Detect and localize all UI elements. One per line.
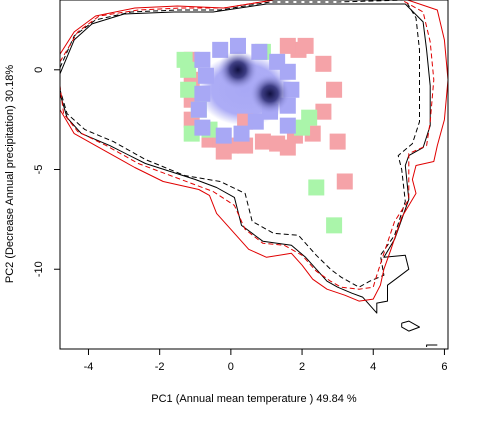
density-cores xyxy=(217,49,291,114)
x-tick-label: 4 xyxy=(370,361,376,373)
blue-cell xyxy=(279,117,296,134)
pink-cell xyxy=(315,103,332,120)
blue-cell xyxy=(251,43,268,60)
pink-cell xyxy=(326,81,343,98)
y-axis-title: PC2 (Decrease Annual precipitation) 30.1… xyxy=(4,65,16,284)
envelope-lines xyxy=(60,0,448,347)
blue-cell xyxy=(197,67,214,84)
blue-cell xyxy=(233,125,250,142)
x-axis-title: PC1 (Annual mean temperature ) 49.84 % xyxy=(151,393,357,405)
blue-cell xyxy=(215,127,232,144)
y-tick-label: 0 xyxy=(33,67,45,73)
blue-cell xyxy=(194,85,211,102)
envelope-line-red-solid xyxy=(60,0,448,302)
blue-cell xyxy=(190,101,207,118)
x-tick-label: -4 xyxy=(84,361,94,373)
pink-cell xyxy=(215,143,232,160)
pink-cell xyxy=(336,173,353,190)
pink-cell xyxy=(254,133,271,150)
blue-cell xyxy=(279,63,296,80)
green-cell xyxy=(294,119,311,136)
y-tick-label: -10 xyxy=(33,261,45,277)
x-tick-label: 0 xyxy=(228,361,234,373)
pink-cell xyxy=(329,133,346,150)
envelope-line-red-dashed xyxy=(60,0,435,290)
plot-frame xyxy=(59,0,449,350)
pink-cell xyxy=(297,37,314,54)
blue-cell xyxy=(229,37,246,54)
blue-cell xyxy=(194,51,211,68)
pink-cell xyxy=(279,139,296,156)
green-cell xyxy=(180,61,197,78)
density-peak xyxy=(250,73,291,114)
y-tick-label: -5 xyxy=(33,165,45,175)
blue-cell xyxy=(194,119,211,136)
raster-cells xyxy=(176,37,353,234)
green-cell xyxy=(326,217,343,234)
x-axis: -4 -2 0 2 4 6 xyxy=(84,349,448,373)
green-cell xyxy=(308,179,325,196)
blue-cell xyxy=(247,113,264,130)
green-cell xyxy=(180,81,197,98)
x-tick-label: 6 xyxy=(441,361,447,373)
density-peak xyxy=(217,49,258,90)
blue-cell xyxy=(212,41,229,58)
envelope-line-black-solid-small xyxy=(401,320,420,332)
x-tick-label: -2 xyxy=(155,361,165,373)
envelope-line-black-solid xyxy=(60,3,431,314)
envelope-line-black-solid-small xyxy=(426,344,438,347)
pink-cell xyxy=(315,55,332,72)
envelope-line-black-dashed xyxy=(60,0,420,288)
y-axis: -10 -5 0 xyxy=(33,67,60,277)
pink-cell xyxy=(279,37,296,54)
x-tick-label: 2 xyxy=(299,361,305,373)
